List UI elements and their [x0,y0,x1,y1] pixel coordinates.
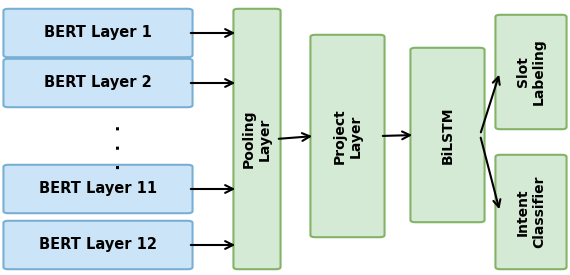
FancyBboxPatch shape [3,165,193,213]
Text: BiLSTM: BiLSTM [441,106,454,164]
FancyBboxPatch shape [311,35,385,237]
FancyBboxPatch shape [495,155,567,269]
Text: BERT Layer 11: BERT Layer 11 [39,182,157,197]
FancyBboxPatch shape [234,9,280,269]
FancyBboxPatch shape [410,48,484,222]
FancyBboxPatch shape [3,59,193,107]
Text: Intent
Classifier: Intent Classifier [516,176,546,248]
Text: BERT Layer 1: BERT Layer 1 [44,26,152,40]
Text: Pooling
Layer: Pooling Layer [242,110,272,168]
Text: Project
Layer: Project Layer [332,108,363,164]
Text: BERT Layer 2: BERT Layer 2 [44,76,152,90]
FancyBboxPatch shape [3,9,193,57]
Text: ·  ·  ·: · · · [111,124,129,170]
FancyBboxPatch shape [3,221,193,269]
Text: BERT Layer 12: BERT Layer 12 [39,238,157,252]
Text: Slot
Labeling: Slot Labeling [516,39,546,105]
FancyBboxPatch shape [495,15,567,129]
